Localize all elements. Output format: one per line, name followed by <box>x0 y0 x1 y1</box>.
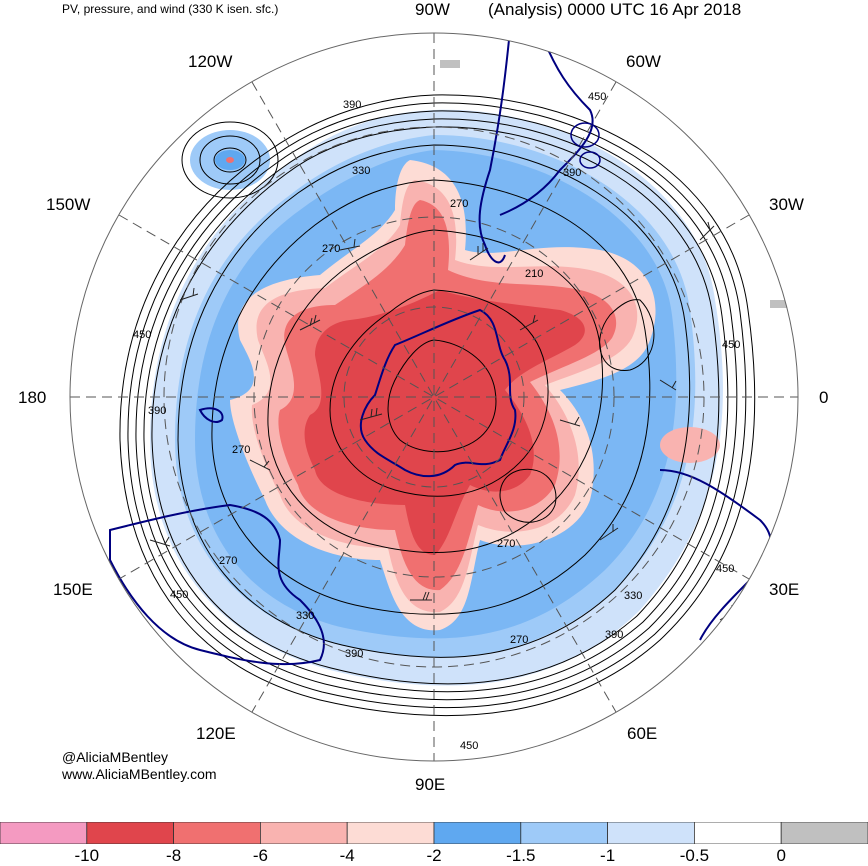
contour-label: 270 <box>510 634 529 646</box>
colorbar-swatch <box>780 822 868 844</box>
colorbar-swatch <box>520 822 608 844</box>
pv-positive-anomaly <box>660 427 720 463</box>
contour-label: 270 <box>232 444 251 456</box>
colorbar <box>0 822 868 844</box>
gray-patch <box>770 300 788 308</box>
lon-label-60w: 60W <box>626 52 661 71</box>
map-title: PV, pressure, and wind (330 K isen. sfc.… <box>62 2 279 16</box>
contour-label: 390 <box>563 167 582 179</box>
contour-label: 450 <box>722 339 741 351</box>
contour-label: 330 <box>624 590 643 602</box>
pv-red-core <box>304 290 585 555</box>
colorbar-tick-label: -1.5 <box>506 846 536 865</box>
contour-label: 450 <box>133 329 152 341</box>
lon-label-150w: 150W <box>46 195 91 214</box>
lon-label-30w: 30W <box>769 195 804 214</box>
contour-label: 330 <box>296 610 315 622</box>
lon-label-30e: 30E <box>769 580 800 599</box>
contour-label: 390 <box>345 648 364 660</box>
colorbar-tick-label: 0 <box>776 846 786 865</box>
new-zealand-coast <box>198 407 224 423</box>
colorbar-swatch <box>259 822 348 844</box>
lon-label-150e: 150E <box>53 580 93 599</box>
contour-label: 390 <box>148 405 167 417</box>
australia-coast <box>109 503 325 666</box>
colorbar-swatch <box>0 822 88 844</box>
lon-label-120w: 120W <box>188 52 233 71</box>
colorbar-swatch <box>346 822 435 844</box>
contour-label: 210 <box>525 268 544 280</box>
contour-label: 270 <box>497 538 516 550</box>
colorbar-tick-label: -2 <box>426 846 442 865</box>
colorbar-tick-label: -0.5 <box>679 846 710 865</box>
contour-label: 450 <box>716 563 735 575</box>
lon-label-60e: 60E <box>627 724 658 743</box>
colorbar-tick-label: -8 <box>166 846 182 865</box>
lon-label-90e: 90E <box>415 775 446 794</box>
colorbar-swatch <box>433 822 522 844</box>
contour-label: 450 <box>460 740 479 752</box>
south-america-coast-east <box>499 33 594 216</box>
contour-label: 450 <box>588 91 607 103</box>
colorbar-tick-label: -10 <box>74 846 100 865</box>
contour-label: 270 <box>219 555 238 567</box>
contour-label: 390 <box>605 629 624 641</box>
colorbar-swatch <box>86 822 175 844</box>
lon-label-0: 0 <box>819 388 829 407</box>
lon-label-90w: 90W <box>415 0 450 19</box>
pressure-contours <box>119 94 756 717</box>
polar-map <box>69 32 799 762</box>
colorbar-swatch <box>607 822 695 844</box>
contour-label: 270 <box>450 198 469 210</box>
contour-label: 390 <box>343 99 362 111</box>
colorbar-swatch <box>694 822 782 844</box>
lon-label-120e: 120E <box>196 724 236 743</box>
contour-label: 330 <box>352 165 371 177</box>
lon-label-180: 180 <box>18 388 47 407</box>
credit-handle: @AliciaMBentley <box>62 749 169 765</box>
colorbar-tick-label: -6 <box>252 846 268 865</box>
colorbar-tick-label: -1 <box>600 846 616 865</box>
map-boundary <box>69 32 799 762</box>
colorbar-swatch <box>173 822 261 844</box>
south-america-coast <box>478 33 511 264</box>
analysis-time: (Analysis) 0000 UTC 16 Apr 2018 <box>488 0 742 19</box>
contour-label: 270 <box>322 243 341 255</box>
contour-label: 450 <box>170 589 189 601</box>
antarctica-coast <box>359 308 517 478</box>
colorbar-tick-label: -4 <box>339 846 355 865</box>
credit-website: www.AliciaMBentley.com <box>62 766 217 782</box>
graticule <box>70 33 798 761</box>
